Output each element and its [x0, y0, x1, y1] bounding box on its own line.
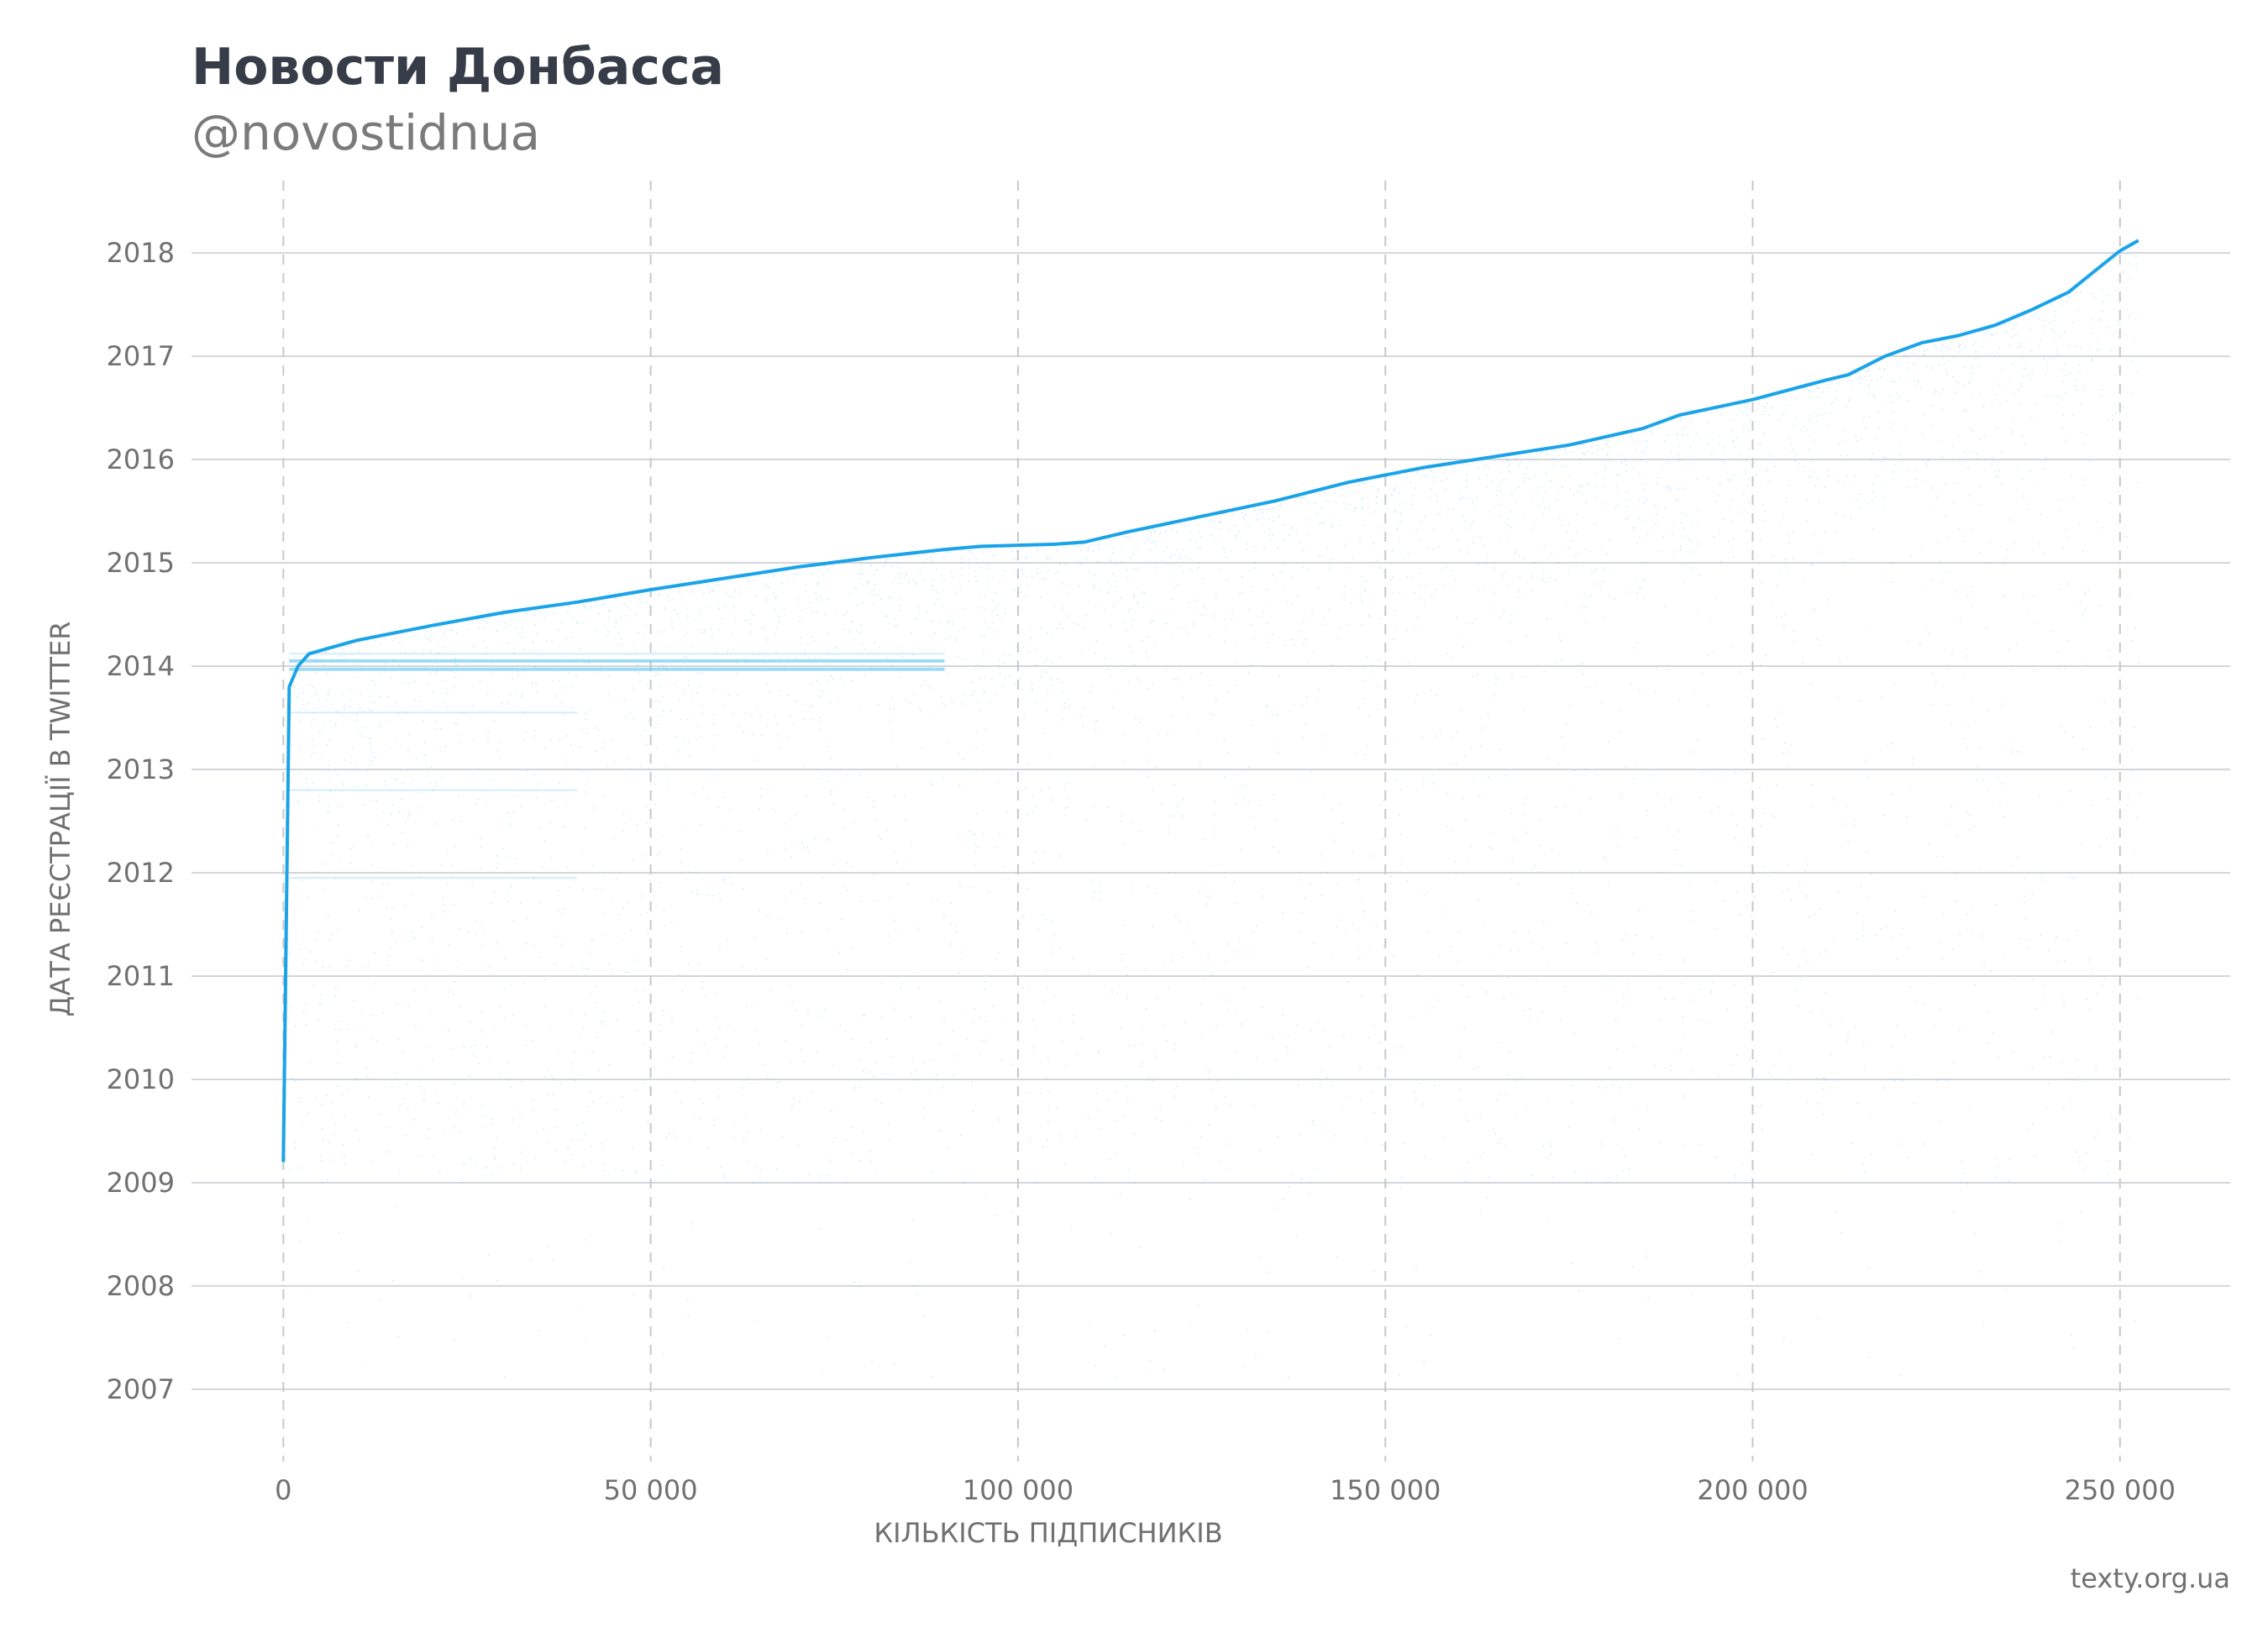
envelope-line	[281, 239, 2139, 1163]
y-tick-label: 2018	[107, 237, 175, 269]
y-tick-label: 2014	[107, 650, 175, 682]
y-tick-label: 2008	[107, 1270, 175, 1302]
chart-subtitle: @novostidnua	[192, 104, 540, 161]
grid-layer	[192, 181, 2230, 1462]
y-tick-label: 2012	[107, 857, 175, 889]
x-tick-label: 0	[275, 1474, 291, 1506]
y-tick-label: 2010	[107, 1063, 175, 1095]
y-tick-label: 2017	[107, 340, 175, 372]
y-tick-label: 2007	[107, 1373, 175, 1405]
points-layer	[283, 244, 2140, 1379]
line-layer	[281, 239, 2139, 1163]
y-tick-label: 2011	[107, 960, 175, 992]
y-tick-label: 2016	[107, 444, 175, 475]
tick-layer: 2007 2008 2009 2010 2011 2012 2013 2014 2015 2016…	[107, 237, 2176, 1506]
y-axis-label: ДАТА РЕЄСТРАЦІЇ В TWITTER	[45, 621, 76, 1016]
x-axis-label: КІЛЬКІСТЬ ПІДПИСНИКІВ	[874, 1517, 1222, 1549]
y-tick-label: 2013	[107, 753, 175, 785]
x-tick-label: 150 000	[1330, 1474, 1441, 1506]
source-credit: texty.org.ua	[2071, 1562, 2230, 1594]
y-tick-label: 2015	[107, 547, 175, 579]
follower-points	[283, 244, 2140, 1379]
y-tick-label: 2009	[107, 1167, 175, 1199]
x-tick-label: 200 000	[1697, 1474, 1808, 1506]
x-tick-label: 50 000	[604, 1474, 698, 1506]
chart-title: Новости Донбасса	[192, 38, 724, 97]
x-tick-label: 250 000	[2065, 1474, 2176, 1506]
x-tick-label: 100 000	[963, 1474, 1074, 1506]
